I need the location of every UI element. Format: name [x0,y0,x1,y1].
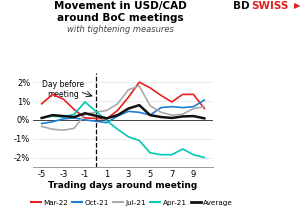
Text: with tightening measures: with tightening measures [67,25,173,34]
X-axis label: Trading days around meeting: Trading days around meeting [48,181,198,190]
Text: SWISS: SWISS [251,1,289,11]
Text: Day before
meeting: Day before meeting [42,80,84,100]
Text: ▶: ▶ [294,1,300,10]
Legend: Mar-22, Oct-21, Jul-21, Apr-21, Average: Mar-22, Oct-21, Jul-21, Apr-21, Average [28,197,236,209]
Text: around BoC meetings: around BoC meetings [57,13,183,23]
Text: BD: BD [232,1,249,11]
Text: Movement in USD/CAD: Movement in USD/CAD [54,1,186,11]
